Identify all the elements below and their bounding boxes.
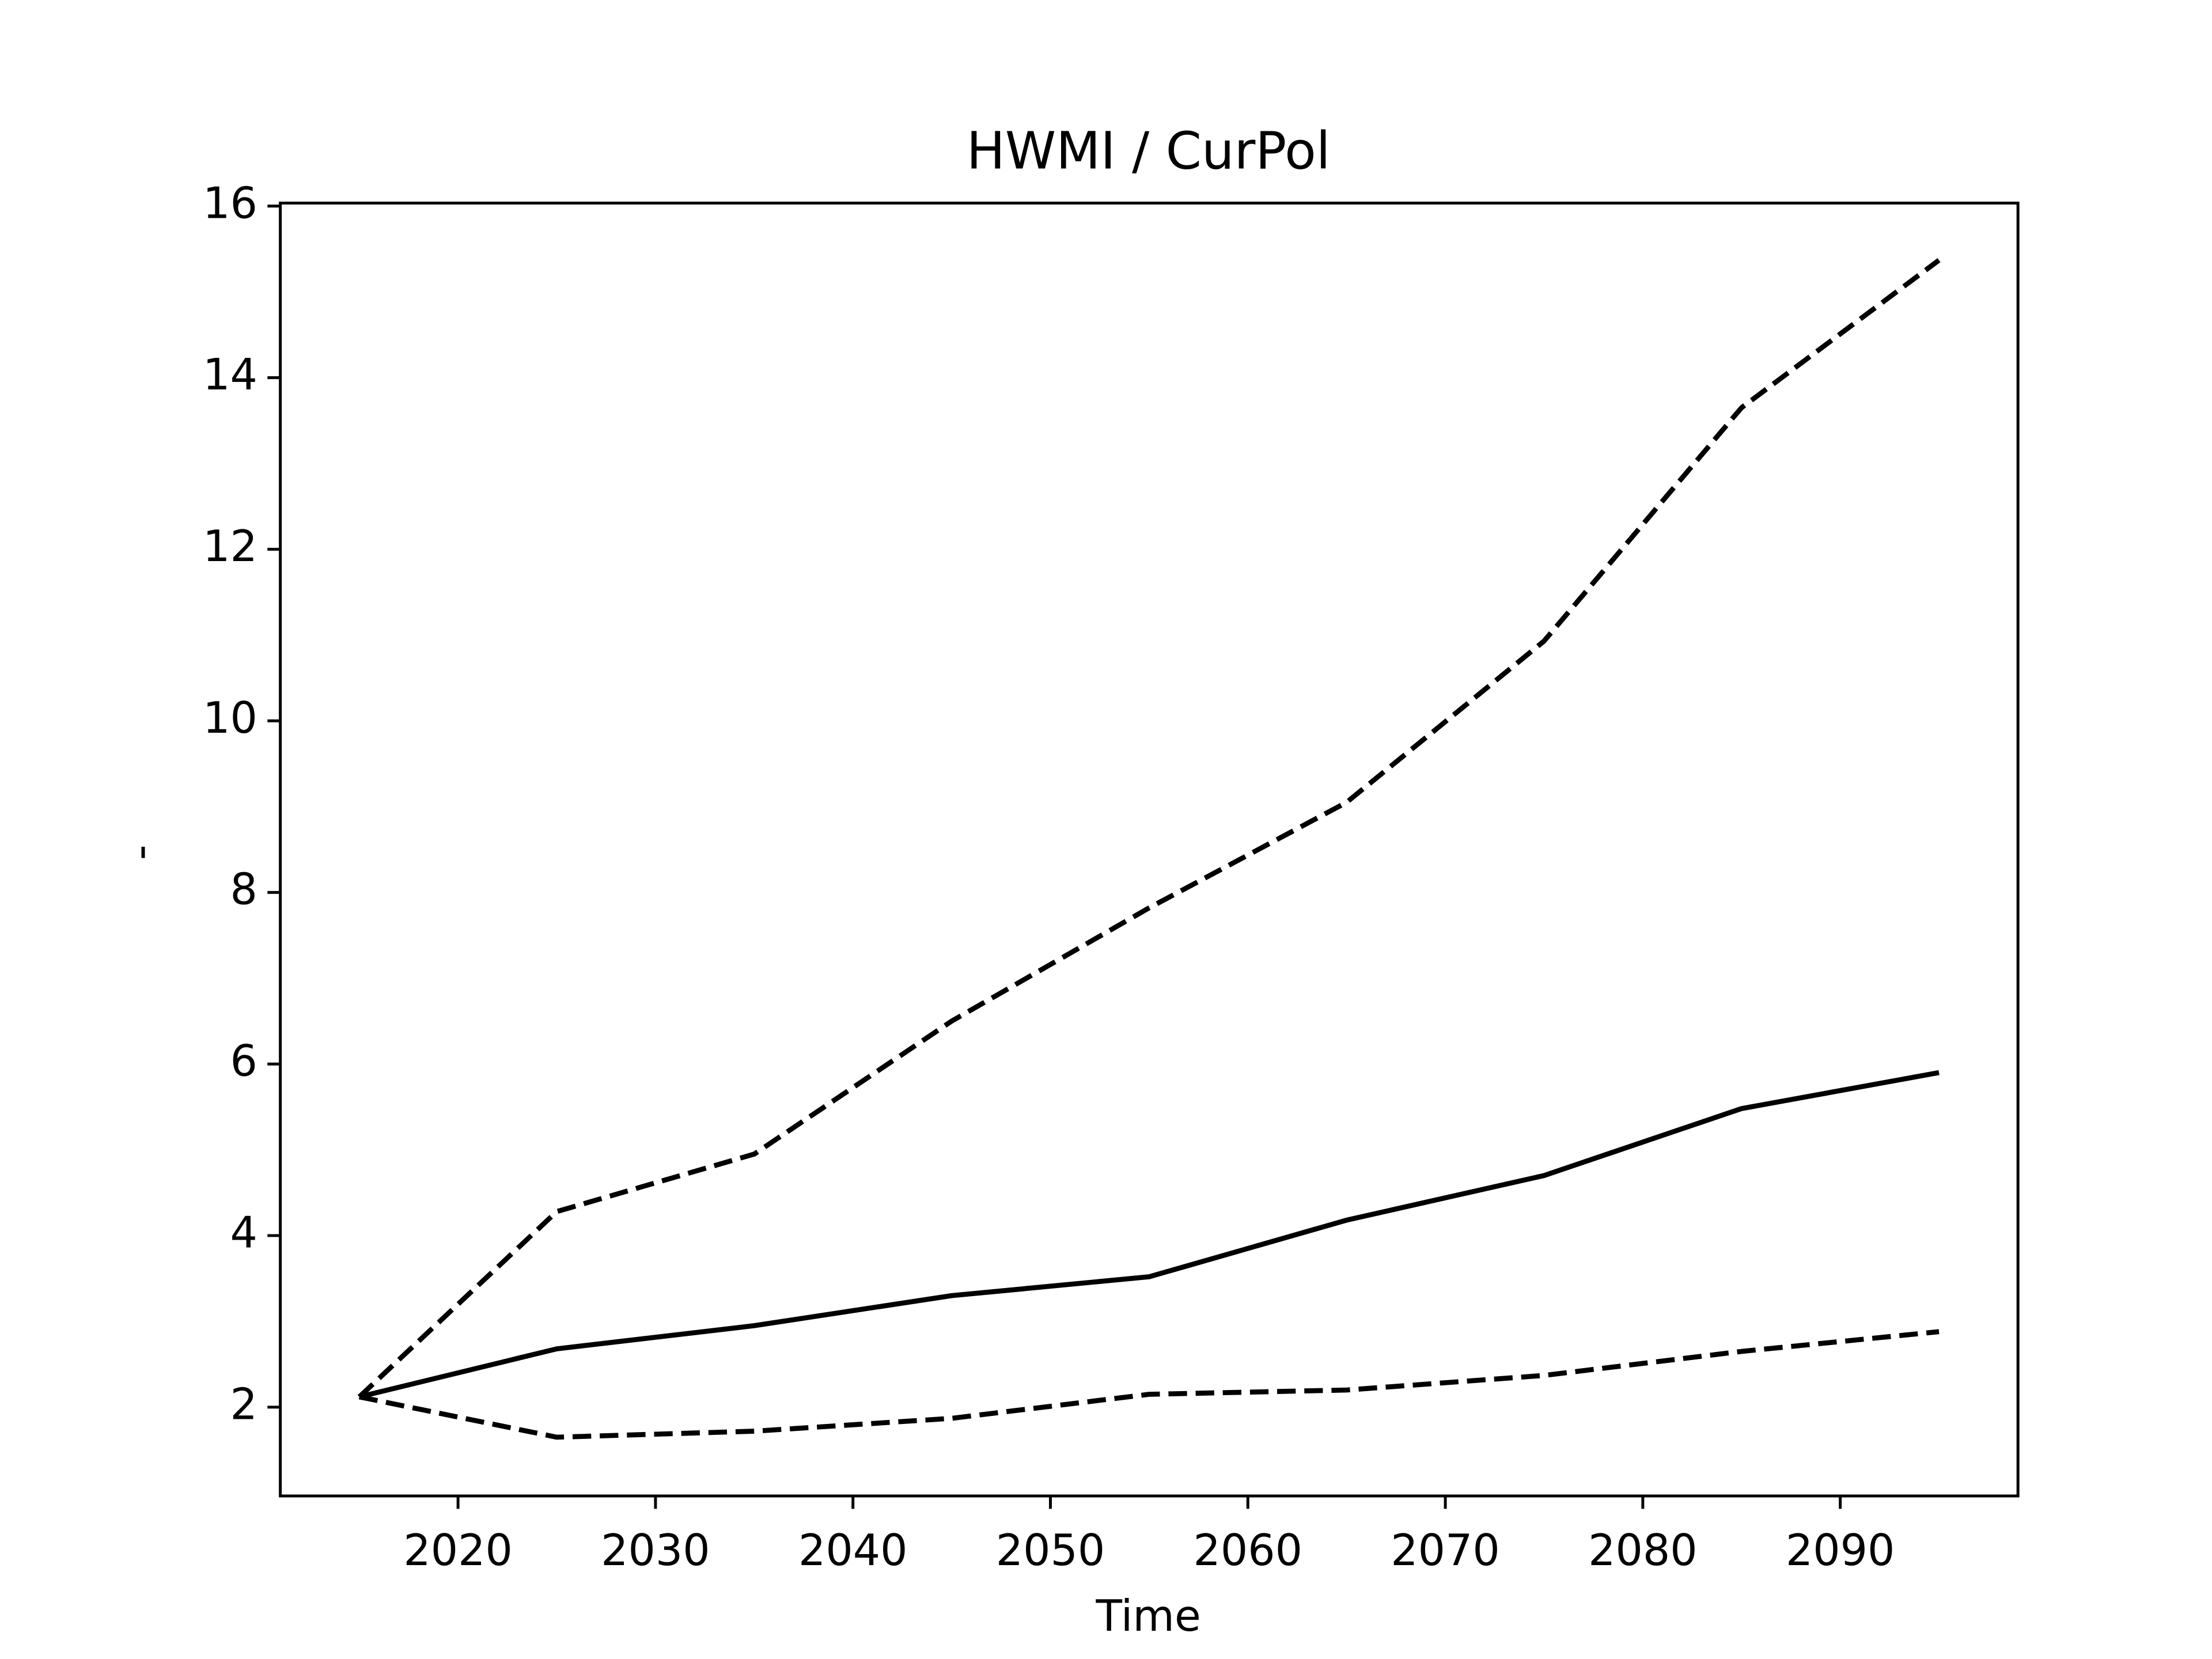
series-line xyxy=(358,1329,1940,1440)
plot-area xyxy=(357,258,1941,1440)
x-axis-label: Time xyxy=(1096,1591,1201,1641)
series-line xyxy=(358,1070,1940,1400)
x-tick-label: 2080 xyxy=(1588,1525,1698,1575)
y-tick-label: 16 xyxy=(203,178,257,228)
axes-frame xyxy=(279,202,2020,1498)
y-tick-label: 14 xyxy=(203,350,257,400)
y-tick-label: 12 xyxy=(203,521,257,571)
chart-title: HWMI / CurPol xyxy=(967,122,1331,181)
x-tick-label: 2090 xyxy=(1786,1525,1895,1575)
y-tick-label: 8 xyxy=(230,865,257,915)
y-axis-label: - xyxy=(115,844,165,860)
y-tick-label: 6 xyxy=(230,1036,257,1086)
x-tick-label: 2030 xyxy=(601,1525,710,1575)
series-line xyxy=(357,258,1941,1399)
x-tick-label: 2050 xyxy=(996,1525,1105,1575)
y-tick-label: 10 xyxy=(203,693,257,743)
y-tick-label: 2 xyxy=(230,1379,257,1429)
x-tick-label: 2020 xyxy=(403,1525,513,1575)
x-tick-label: 2040 xyxy=(798,1525,908,1575)
x-tick-label: 2060 xyxy=(1194,1525,1303,1575)
y-tick-label: 4 xyxy=(230,1207,257,1257)
x-tick-label: 2070 xyxy=(1391,1525,1500,1575)
